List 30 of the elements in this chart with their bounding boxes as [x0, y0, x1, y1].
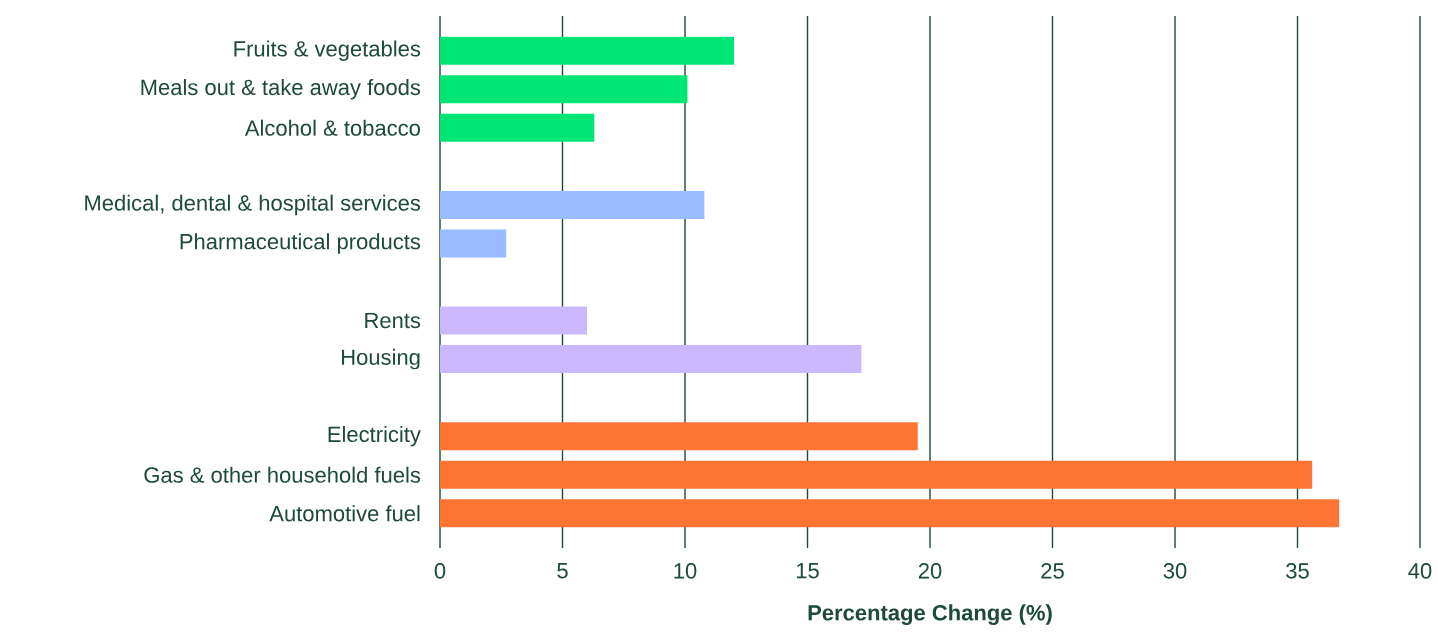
bar — [440, 460, 1313, 489]
x-tick-label: 25 — [1041, 563, 1064, 579]
bar — [440, 306, 587, 335]
x-tick-label: 30 — [1163, 563, 1187, 579]
y-tick-label: Fruits & vegetables — [234, 40, 421, 61]
bar — [440, 422, 918, 451]
x-tick-label: 0 — [434, 563, 446, 579]
x-tick-label: 20 — [918, 563, 942, 579]
bar — [440, 345, 862, 374]
bar — [440, 190, 705, 219]
bar — [440, 75, 688, 104]
x-axis-title: Percentage Change (%) — [808, 604, 1052, 625]
y-tick-label: Gas & other household fuels — [144, 466, 421, 483]
bar — [440, 113, 595, 142]
y-tick-label: Alcohol & tobacco — [244, 119, 420, 136]
bar — [440, 36, 734, 65]
x-tick-label: 15 — [796, 563, 819, 579]
x-tick-label: 5 — [557, 563, 568, 579]
bar — [440, 229, 507, 258]
y-tick-label: Electricity — [328, 425, 421, 447]
x-tick-label: 10 — [674, 563, 697, 579]
y-tick-label: Rents — [365, 312, 421, 329]
y-tick-label: Medical, dental & hospital services — [85, 194, 421, 216]
y-tick-label: Automotive fuel — [269, 505, 420, 522]
y-tick-label: Meals out & take away foods — [141, 78, 421, 100]
y-tick-label: Pharmaceutical products — [180, 233, 421, 254]
x-tick-label: 40 — [1408, 563, 1432, 579]
bar — [440, 499, 1340, 528]
x-tick-label: 35 — [1286, 563, 1309, 579]
y-tick-label: Housing — [342, 348, 420, 370]
